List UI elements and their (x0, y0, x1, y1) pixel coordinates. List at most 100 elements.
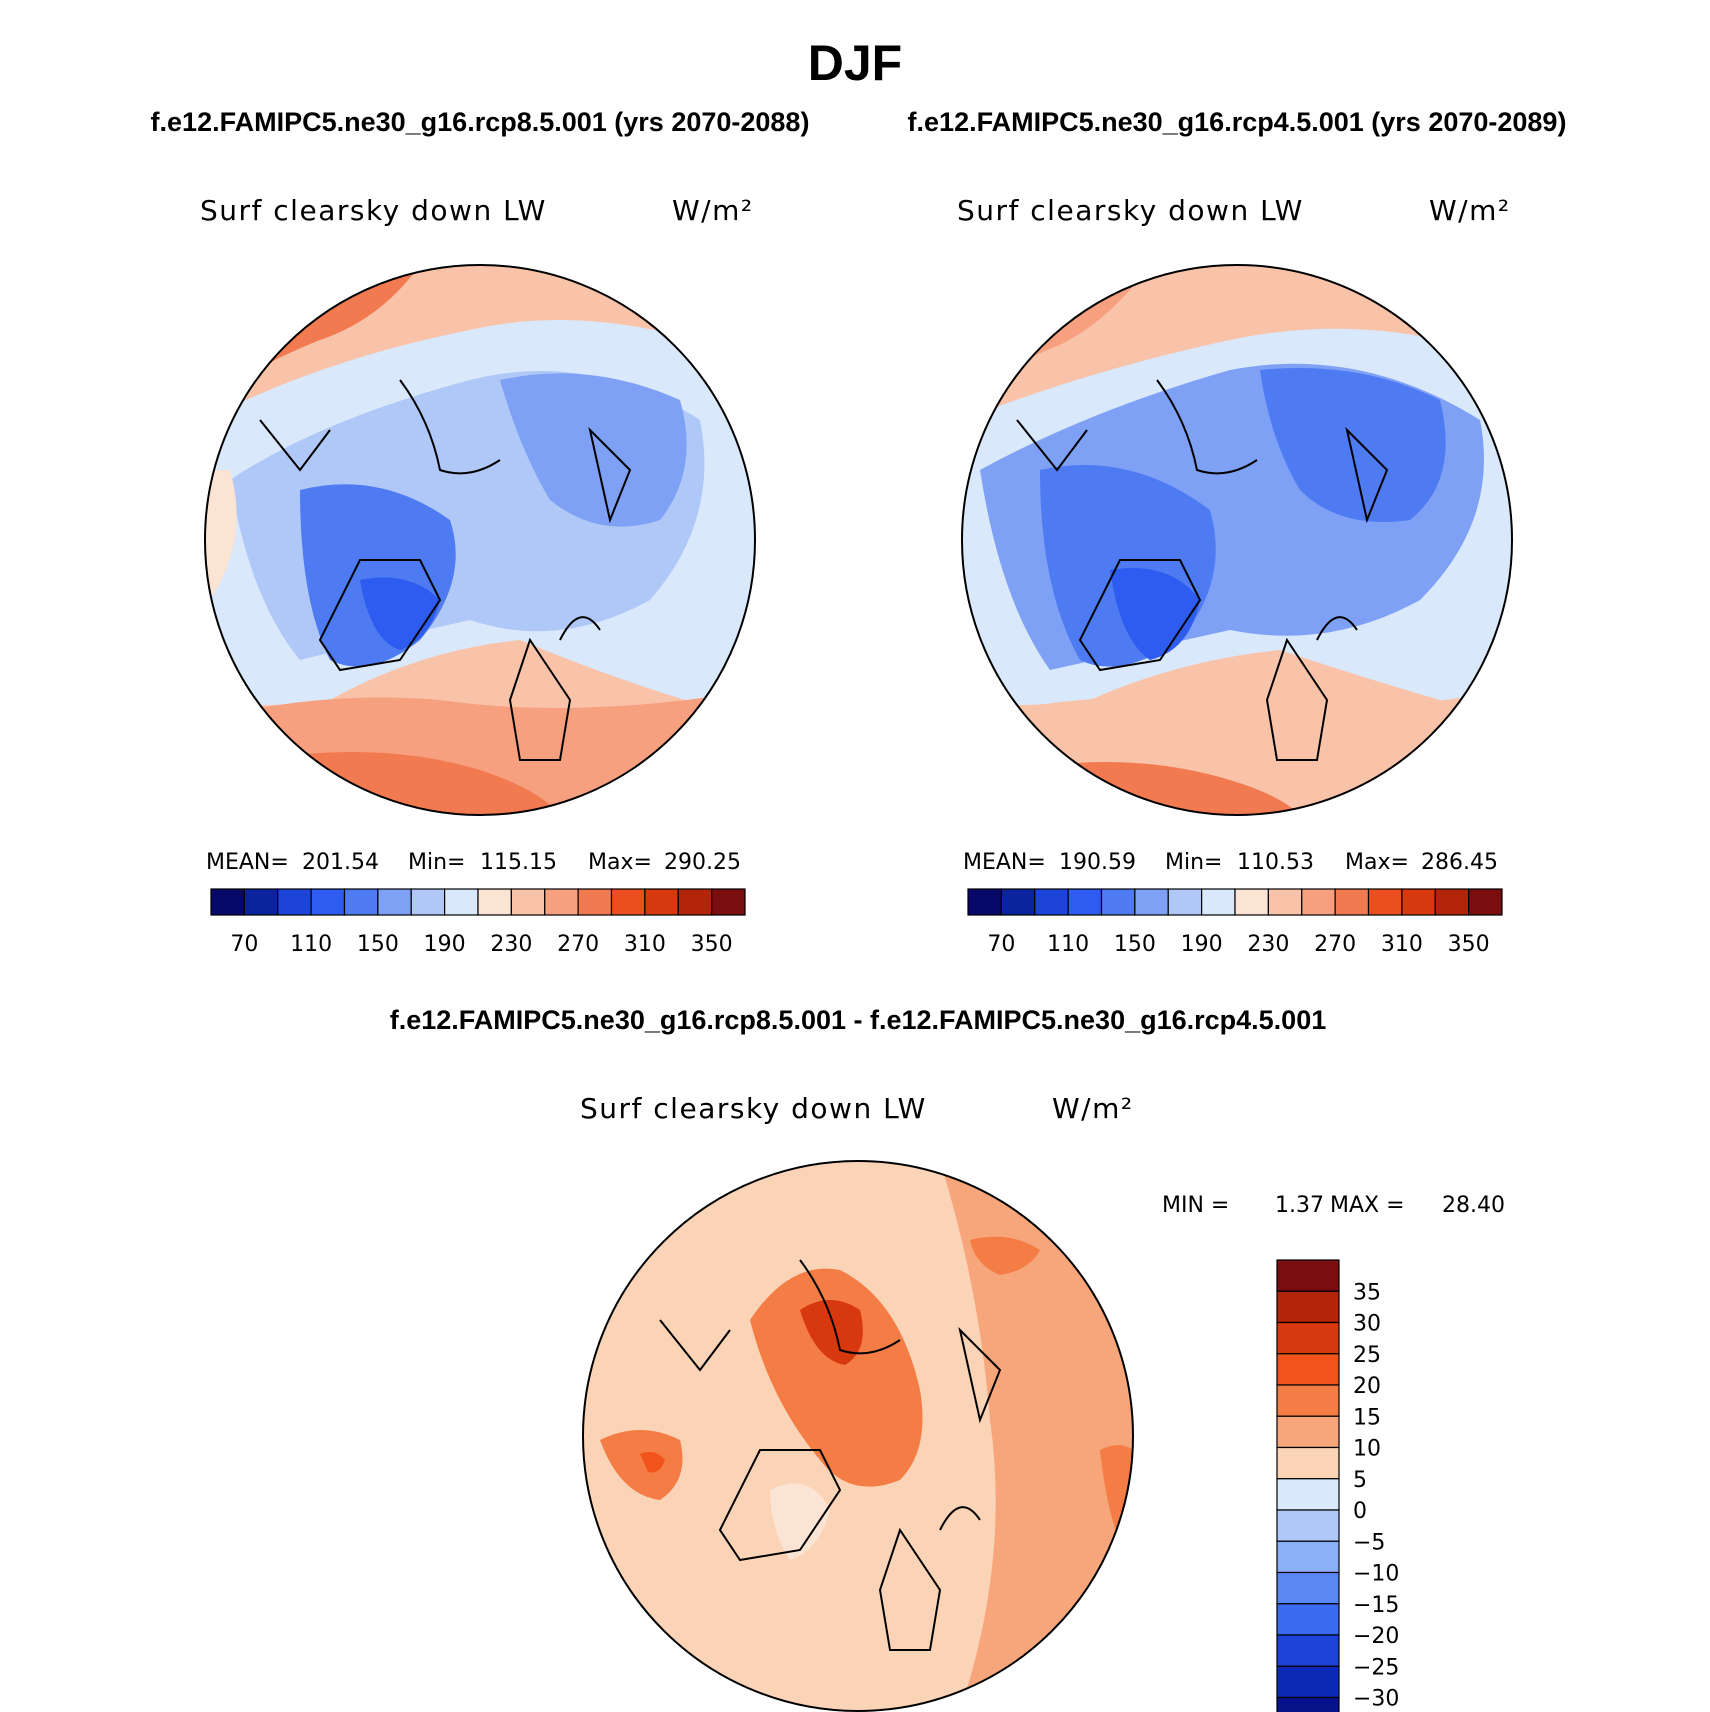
left-colorbar-box (510, 888, 546, 916)
diff-colorbar-tick-label: −20 (1353, 1624, 1399, 1649)
left-colorbar-box (577, 888, 613, 916)
right-case-title: f.e12.FAMIPC5.ne30_g16.rcp4.5.001 (yrs 2… (908, 107, 1567, 137)
left-units-label: W/m² (672, 194, 754, 227)
right-max-value: 286.45 (1421, 850, 1498, 875)
right-mean-label: MEAN= (963, 850, 1046, 875)
diff-colorbar-box (1276, 1478, 1340, 1511)
right-colorbar-tick-label: 270 (1314, 932, 1356, 957)
left-colorbar-box (544, 888, 579, 916)
right-colorbar-tick-label: 110 (1047, 932, 1089, 957)
diff-colorbar-tick-label: −5 (1353, 1530, 1385, 1555)
right-colorbar-tick-label: 70 (987, 932, 1015, 957)
left-colorbar-box (410, 888, 446, 916)
diff-colorbar-tick-label: −10 (1353, 1562, 1399, 1587)
left-min-label: Min= (408, 850, 465, 875)
diff-colorbar-box (1276, 1665, 1340, 1699)
diff-colorbar-box (1276, 1259, 1340, 1292)
left-polar-map (204, 264, 756, 816)
diff-units-label: W/m² (1052, 1092, 1134, 1125)
left-colorbar-box (677, 888, 713, 916)
diff-colorbar-box (1276, 1603, 1340, 1636)
right-mean-value: 190.59 (1059, 850, 1136, 875)
diff-colorbar-tick-label: 15 (1353, 1405, 1381, 1430)
right-colorbar-box (1100, 888, 1136, 916)
diff-minmax: MIN = 1.37 MAX = 28.40 (1162, 1193, 1505, 1218)
left-mean-value: 201.54 (302, 850, 379, 875)
right-colorbar-box (1301, 888, 1336, 916)
diff-polar-map (582, 1160, 1134, 1712)
right-min-label: Min= (1165, 850, 1222, 875)
left-max-label: Max= (588, 850, 652, 875)
left-colorbar-box (711, 888, 746, 916)
left-colorbar-tick-label: 190 (424, 932, 466, 957)
right-colorbar-tick-label: 230 (1247, 932, 1289, 957)
diff-max-label: MAX = (1330, 1193, 1405, 1218)
diff-case-title: f.e12.FAMIPC5.ne30_g16.rcp8.5.001 - f.e1… (390, 1005, 1326, 1035)
left-colorbar-box (310, 888, 346, 916)
left-colorbar-tick-label: 350 (691, 932, 733, 957)
left-colorbar-box (277, 888, 312, 916)
figure-title: DJF (808, 35, 902, 91)
diff-colorbar-tick-label: −30 (1353, 1687, 1399, 1712)
right-stats: MEAN= 190.59 Min= 110.53 Max= 286.45 (963, 850, 1498, 875)
left-min-value: 115.15 (480, 850, 557, 875)
right-colorbar-box (967, 888, 1002, 916)
diff-colorbar-tick-label: 35 (1353, 1280, 1381, 1305)
diff-colorbar-tick-label: −25 (1353, 1655, 1399, 1680)
diff-variable-label: Surf clearsky down LW (580, 1092, 927, 1125)
left-colorbar-box (610, 888, 646, 916)
right-max-label: Max= (1345, 850, 1409, 875)
left-colorbar-box (377, 888, 412, 916)
right-colorbar-tick-label: 190 (1181, 932, 1223, 957)
right-colorbar-box (1434, 888, 1470, 916)
left-colorbar-box (343, 888, 379, 916)
left-variable-label: Surf clearsky down LW (200, 194, 547, 227)
diff-colorbar-box (1276, 1696, 1340, 1712)
left-panel: Surf clearsky down LW W/m² MEAN= 201.54 (200, 194, 756, 957)
left-colorbar-box (477, 888, 512, 916)
left-colorbar-tick-label: 70 (230, 932, 258, 957)
left-colorbar-tick-label: 110 (290, 932, 332, 957)
left-colorbar-box (243, 888, 279, 916)
right-colorbar-tick-label: 150 (1114, 932, 1156, 957)
diff-colorbar-tick-label: 10 (1353, 1437, 1381, 1462)
diff-colorbar-tick-label: 30 (1353, 1312, 1381, 1337)
right-colorbar-box (1134, 888, 1169, 916)
left-colorbar-tick-label: 150 (357, 932, 399, 957)
left-mean-label: MEAN= (206, 850, 289, 875)
right-units-label: W/m² (1429, 194, 1511, 227)
diff-colorbar-box (1276, 1634, 1340, 1667)
diff-colorbar-tick-label: −15 (1353, 1593, 1399, 1618)
left-stats: MEAN= 201.54 Min= 115.15 Max= 290.25 (206, 850, 741, 875)
right-colorbar-box (1401, 888, 1436, 916)
right-colorbar-box (1000, 888, 1036, 916)
right-colorbar-tick-label: 350 (1448, 932, 1490, 957)
right-colorbar-box (1034, 888, 1069, 916)
right-colorbar-tick-label: 310 (1381, 932, 1423, 957)
diff-colorbar-tick-label: 20 (1353, 1374, 1381, 1399)
left-colorbar-box (644, 888, 679, 916)
right-colorbar-box (1201, 888, 1236, 916)
diff-colorbar-tick-label: 25 (1353, 1343, 1381, 1368)
diff-colorbar-box (1276, 1415, 1340, 1449)
diff-colorbar-box (1276, 1353, 1340, 1386)
diff-min-label: MIN = (1162, 1193, 1229, 1218)
right-colorbar-box (1067, 888, 1103, 916)
left-colorbar-tick-label: 310 (624, 932, 666, 957)
diff-colorbar-tick-label: 0 (1353, 1499, 1367, 1524)
right-colorbar: 70 110 150 190 230 270 310 350 (967, 888, 1503, 957)
left-colorbar-box (444, 888, 479, 916)
left-colorbar: 70 110 150 190 230 270 310 350 (210, 888, 746, 957)
right-variable-label: Surf clearsky down LW (957, 194, 1304, 227)
diff-colorbar-box (1276, 1540, 1340, 1574)
right-colorbar-box (1234, 888, 1269, 916)
right-min-value: 110.53 (1237, 850, 1314, 875)
left-colorbar-tick-label: 230 (490, 932, 532, 957)
left-colorbar-tick-label: 270 (557, 932, 599, 957)
right-colorbar-box (1334, 888, 1370, 916)
diff-colorbar-box (1276, 1571, 1340, 1605)
left-colorbar-box (210, 888, 245, 916)
right-colorbar-box (1468, 888, 1503, 916)
